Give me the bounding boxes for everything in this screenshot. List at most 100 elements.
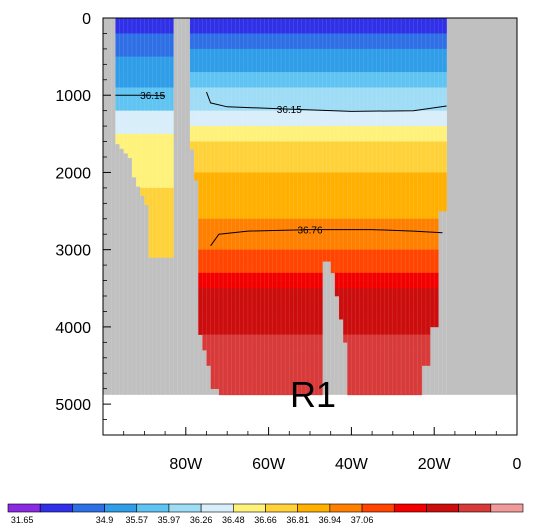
salinity-cell xyxy=(268,56,274,65)
salinity-cell xyxy=(359,319,365,328)
salinity-cell xyxy=(247,326,253,335)
salinity-cell xyxy=(359,118,365,127)
salinity-cell xyxy=(413,48,418,57)
salinity-cell xyxy=(293,311,298,320)
salinity-cell xyxy=(127,18,133,27)
salinity-cell xyxy=(409,95,414,104)
salinity-cell xyxy=(223,388,228,396)
salinity-cell xyxy=(347,303,352,312)
salinity-cell xyxy=(338,95,344,104)
salinity-cell xyxy=(363,110,369,119)
salinity-cell xyxy=(272,288,278,297)
salinity-cell xyxy=(160,79,166,88)
salinity-cell xyxy=(347,365,352,374)
salinity-cell xyxy=(231,311,236,320)
salinity-cell xyxy=(343,288,348,297)
salinity-cell xyxy=(355,141,360,150)
salinity-cell xyxy=(334,157,340,166)
salinity-cell xyxy=(293,18,298,27)
salinity-cell xyxy=(272,380,278,389)
colorbar-swatch xyxy=(168,503,202,513)
salinity-cell xyxy=(359,48,365,57)
salinity-cell xyxy=(363,388,369,396)
salinity-cell xyxy=(148,241,153,250)
salinity-cell xyxy=(363,87,369,96)
salinity-cell xyxy=(281,311,286,320)
salinity-cell xyxy=(380,388,385,396)
salinity-cell xyxy=(310,33,315,42)
salinity-cell xyxy=(293,87,298,96)
salinity-cell xyxy=(380,133,385,142)
salinity-cell xyxy=(264,241,269,250)
salinity-cell xyxy=(355,249,360,258)
salinity-cell xyxy=(247,203,253,212)
salinity-cell xyxy=(425,241,431,250)
salinity-cell xyxy=(318,211,323,220)
salinity-cell xyxy=(247,319,253,328)
salinity-cell xyxy=(260,41,265,50)
salinity-cell xyxy=(318,41,323,50)
salinity-cell xyxy=(260,187,265,196)
salinity-cell xyxy=(409,288,414,297)
salinity-cell xyxy=(169,241,174,250)
salinity-cell xyxy=(417,373,423,382)
salinity-cell xyxy=(264,118,269,127)
salinity-cell xyxy=(169,72,174,81)
salinity-cell xyxy=(144,180,149,189)
salinity-cell xyxy=(223,126,228,135)
salinity-cell xyxy=(227,172,232,181)
salinity-cell xyxy=(314,311,319,320)
salinity-cell xyxy=(359,25,365,34)
salinity-cell xyxy=(355,133,360,142)
salinity-cell xyxy=(384,203,389,212)
salinity-cell xyxy=(272,241,278,250)
salinity-cell xyxy=(140,172,145,181)
salinity-cell xyxy=(144,64,149,73)
salinity-cell xyxy=(384,350,389,359)
salinity-cell xyxy=(442,149,447,158)
salinity-cell xyxy=(338,218,344,227)
salinity-cell xyxy=(223,172,228,181)
salinity-cell xyxy=(235,272,240,281)
salinity-cell xyxy=(380,110,385,119)
salinity-cell xyxy=(148,203,153,212)
salinity-cell xyxy=(127,110,133,119)
salinity-cell xyxy=(276,64,282,73)
salinity-cell xyxy=(359,218,365,227)
salinity-cell xyxy=(388,102,394,111)
salinity-cell xyxy=(330,211,336,220)
salinity-cell xyxy=(351,241,356,250)
salinity-cell xyxy=(388,180,394,189)
salinity-cell xyxy=(334,164,340,173)
salinity-cell xyxy=(330,218,336,227)
salinity-cell xyxy=(247,288,253,297)
salinity-cell xyxy=(425,257,431,266)
salinity-cell xyxy=(338,296,344,305)
salinity-cell xyxy=(136,87,141,96)
salinity-cell xyxy=(355,41,360,50)
salinity-cell xyxy=(367,211,373,220)
salinity-cell xyxy=(194,87,199,96)
salinity-cell xyxy=(347,380,352,389)
salinity-cell xyxy=(252,350,257,359)
salinity-cell xyxy=(376,265,381,274)
salinity-cell xyxy=(252,334,257,343)
salinity-cell xyxy=(314,296,319,305)
salinity-cell xyxy=(322,48,327,57)
salinity-cell xyxy=(380,18,385,27)
salinity-cell xyxy=(227,72,232,81)
salinity-cell xyxy=(417,102,423,111)
salinity-cell xyxy=(372,195,377,204)
salinity-cell xyxy=(243,280,249,289)
salinity-cell xyxy=(123,33,129,42)
salinity-cell xyxy=(218,18,224,27)
salinity-cell xyxy=(322,133,327,142)
salinity-cell xyxy=(417,149,423,158)
salinity-cell xyxy=(367,95,373,104)
salinity-cell xyxy=(338,180,344,189)
salinity-cell xyxy=(372,280,377,289)
salinity-cell xyxy=(305,234,311,243)
salinity-cell xyxy=(243,164,249,173)
salinity-cell xyxy=(231,288,236,297)
salinity-cell xyxy=(351,380,356,389)
